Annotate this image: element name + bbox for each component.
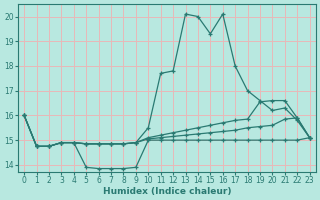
X-axis label: Humidex (Indice chaleur): Humidex (Indice chaleur) [103, 187, 231, 196]
